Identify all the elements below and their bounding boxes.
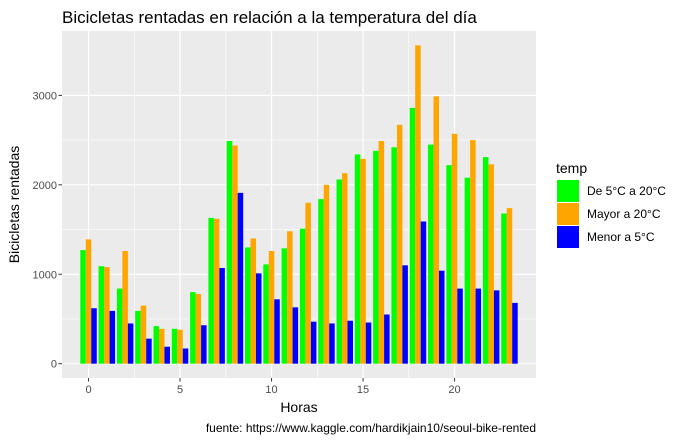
- bar: [433, 96, 439, 364]
- bar: [122, 251, 128, 364]
- bar: [85, 239, 92, 364]
- bar: [299, 228, 306, 364]
- bar: [213, 218, 220, 364]
- legend-label: Mayor a 20°C: [587, 207, 661, 221]
- legend-swatch: [557, 226, 579, 248]
- x-axis: 0 5 10 15 20: [85, 378, 461, 396]
- bars-group: [80, 45, 518, 364]
- bar: [310, 321, 317, 364]
- y-tick-label: 1000: [33, 269, 57, 281]
- x-tick-label: 5: [177, 384, 183, 396]
- bar: [135, 310, 141, 364]
- bar: [195, 293, 202, 364]
- bar: [415, 45, 421, 364]
- x-tick-label: 20: [448, 384, 460, 396]
- bar: [177, 329, 183, 364]
- bar: [190, 292, 196, 364]
- y-axis: 0 1000 2000 3000: [33, 90, 62, 371]
- legend-swatch: [557, 180, 579, 202]
- bar: [104, 267, 110, 364]
- bar: [451, 133, 458, 364]
- bar: [305, 202, 311, 364]
- legend: temp De 5°C a 20°C Mayor a 20°C Menor a 5°…: [556, 160, 666, 248]
- x-tick-label: 15: [357, 384, 369, 396]
- bar: [127, 323, 134, 364]
- bar: [373, 150, 379, 364]
- bar: [245, 247, 251, 364]
- bar: [263, 264, 269, 364]
- bar: [98, 266, 105, 364]
- legend-label: Menor a 5°C: [587, 230, 655, 244]
- bar: [475, 288, 482, 364]
- bar: [80, 250, 86, 364]
- source-caption: fuente: https://www.kaggle.com/hardikjai…: [206, 421, 536, 435]
- bar: [378, 141, 385, 364]
- bar: [318, 199, 324, 364]
- bar: [402, 265, 408, 364]
- bar: [237, 192, 244, 364]
- bar: [347, 320, 353, 364]
- bar: [274, 299, 280, 364]
- bar: [501, 213, 507, 364]
- bar: [342, 173, 348, 364]
- bar: [493, 290, 500, 364]
- bar: [91, 308, 97, 364]
- bar: [428, 144, 434, 364]
- bar: [323, 184, 330, 364]
- legend-swatch: [557, 203, 579, 225]
- bar: [336, 179, 343, 364]
- chart-title: Bicicletas rentadas en relación a la tem…: [62, 8, 477, 27]
- bar: [232, 145, 238, 364]
- x-axis-title: Horas: [280, 399, 317, 415]
- bar: [354, 154, 361, 364]
- bar: [164, 346, 170, 364]
- bar: [109, 310, 116, 364]
- bar: [281, 248, 288, 364]
- bar: [182, 348, 189, 364]
- bar: [365, 322, 372, 364]
- x-tick-label: 0: [85, 384, 91, 396]
- y-tick-label: 2000: [33, 180, 57, 192]
- bar: [439, 270, 445, 364]
- bar: [420, 221, 427, 364]
- bar: [391, 147, 397, 364]
- bar: [470, 140, 476, 364]
- bar: [153, 326, 159, 364]
- bar: [255, 273, 262, 364]
- bar: [146, 338, 152, 364]
- legend-title: temp: [556, 160, 587, 176]
- bar: [506, 208, 513, 364]
- y-tick-label: 0: [51, 359, 57, 371]
- bar: [201, 325, 207, 364]
- bar: [384, 314, 390, 364]
- bar: [140, 305, 147, 364]
- bar: [171, 328, 178, 364]
- bar: [208, 217, 214, 364]
- bar: [488, 164, 494, 364]
- bar: [268, 251, 275, 364]
- bar: [292, 307, 299, 364]
- bar: [219, 268, 225, 364]
- bar: [457, 288, 463, 364]
- bar: [226, 141, 233, 364]
- y-tick-label: 3000: [33, 90, 57, 102]
- bar: [329, 323, 335, 364]
- bar: [396, 124, 403, 364]
- y-axis-title: Bicicletas rentadas: [6, 146, 22, 264]
- bar: [360, 158, 366, 364]
- bar: [159, 328, 165, 364]
- bar: [116, 288, 123, 364]
- bar: [446, 165, 452, 364]
- x-tick-label: 10: [265, 384, 277, 396]
- bar: [482, 157, 489, 364]
- bar: [464, 177, 471, 364]
- bar: [409, 107, 416, 364]
- bar: [250, 238, 256, 364]
- legend-label: De 5°C a 20°C: [587, 184, 666, 198]
- bar: [287, 231, 293, 364]
- bar: [512, 302, 518, 364]
